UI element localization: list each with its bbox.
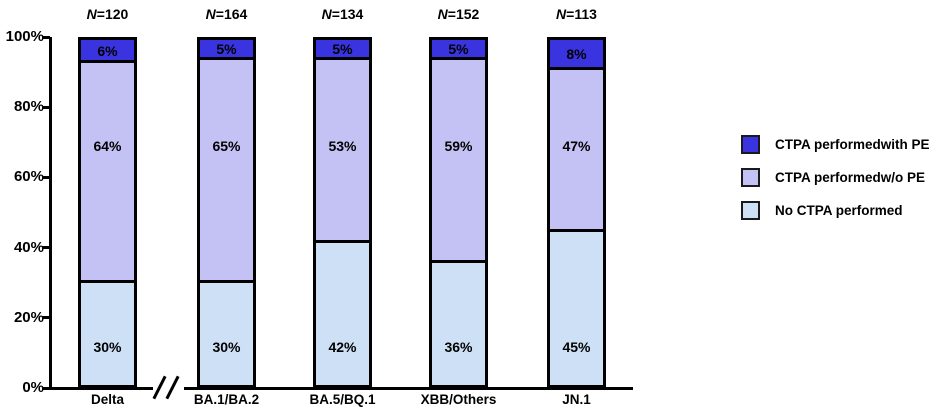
value-label: 5% (448, 40, 469, 57)
value-label: 47% (562, 138, 591, 154)
y-tick (42, 105, 50, 109)
n-count-label: N=134 (321, 6, 364, 22)
segment-no-ctpa-performed (316, 239, 369, 385)
n-count-label: N=152 (437, 6, 480, 22)
segment-ctpa-performedw-o-pe (316, 56, 369, 240)
value-label: 65% (212, 138, 241, 154)
segment-ctpa-performedw-o-pe (81, 60, 134, 281)
value-label: 64% (93, 138, 122, 154)
value-label: 8% (566, 46, 587, 63)
legend-label: CTPA performedwith PE (775, 137, 930, 152)
x-axis-segment-right (184, 387, 633, 390)
value-label: 36% (444, 339, 473, 355)
x-category-label: Delta (90, 392, 125, 407)
y-tick (42, 175, 50, 179)
value-label: 6% (97, 42, 118, 59)
y-tick-label: 60% (13, 168, 44, 186)
segment-ctpa-performedwith-pe (200, 40, 253, 57)
y-tick (42, 316, 50, 320)
segment-ctpa-performedw-o-pe (432, 56, 485, 260)
segment-no-ctpa-performed (200, 280, 253, 385)
legend-item: No CTPA performed (741, 201, 930, 220)
segment-no-ctpa-performed (81, 280, 134, 385)
segment-ctpa-performedwith-pe (81, 40, 134, 61)
segment-no-ctpa-performed (432, 259, 485, 386)
n-count-label: N=120 (86, 6, 129, 22)
legend-swatch-icon (741, 201, 760, 220)
segment-ctpa-performedwith-pe (316, 40, 369, 57)
value-label: 45% (562, 339, 591, 355)
value-label: 53% (328, 138, 357, 154)
segment-no-ctpa-performed (550, 229, 603, 385)
legend-label: CTPA performedw/o PE (775, 170, 926, 185)
value-label: 30% (93, 339, 122, 355)
y-tick (42, 386, 50, 390)
segment-ctpa-performedwith-pe (550, 40, 603, 68)
value-label: 42% (328, 339, 357, 355)
plot-area: 100% 80% 60% 40% 20% 0% 30% 64% 6% N=120 Delta 30% 6… (5, 6, 633, 407)
value-label: 5% (216, 40, 237, 57)
y-tick-label: 100% (5, 28, 44, 45)
value-label: 30% (212, 339, 241, 355)
y-tick (42, 35, 50, 39)
x-category-label: BA.5/BQ.1 (309, 392, 376, 407)
value-label: 5% (332, 40, 353, 57)
n-count-label: N=113 (556, 6, 597, 22)
value-label: 59% (444, 138, 473, 154)
x-category-label: JN.1 (562, 392, 591, 407)
y-tick-label: 0% (22, 379, 44, 396)
x-category-label: XBB/Others (420, 392, 497, 407)
x-category-label: BA.1/BA.2 (193, 392, 260, 407)
y-tick-label: 80% (13, 98, 44, 116)
segment-ctpa-performedwith-pe (432, 40, 485, 57)
x-axis-segment-left (49, 387, 153, 390)
legend-item: CTPA performedwith PE (741, 135, 930, 154)
legend: CTPA performedwith PE CTPA performedw/o P… (741, 135, 930, 236)
axis-break-icon (165, 375, 180, 400)
legend-item: CTPA performedw/o PE (741, 168, 930, 187)
legend-swatch-icon (741, 168, 760, 187)
axis-break-icon (152, 375, 167, 400)
n-count-label: N=164 (205, 6, 248, 22)
y-tick (42, 246, 50, 250)
y-tick-label: 40% (13, 238, 44, 256)
y-axis (49, 37, 52, 390)
bar-ba-5-bq-1: 42% 53% 5% (313, 37, 372, 388)
legend-swatch-icon (741, 135, 760, 154)
segment-ctpa-performedw-o-pe (550, 67, 603, 230)
legend-label: No CTPA performed (775, 203, 903, 218)
bar-delta: 30% 64% 6% (78, 37, 137, 388)
y-tick-label: 20% (13, 308, 44, 326)
bar-jn-1: 45% 47% 8% (547, 37, 606, 388)
segment-ctpa-performedw-o-pe (200, 56, 253, 281)
bar-xbb-others: 36% 59% 5% (429, 37, 488, 388)
bar-ba-1-ba-2: 30% 65% 5% (197, 37, 256, 388)
